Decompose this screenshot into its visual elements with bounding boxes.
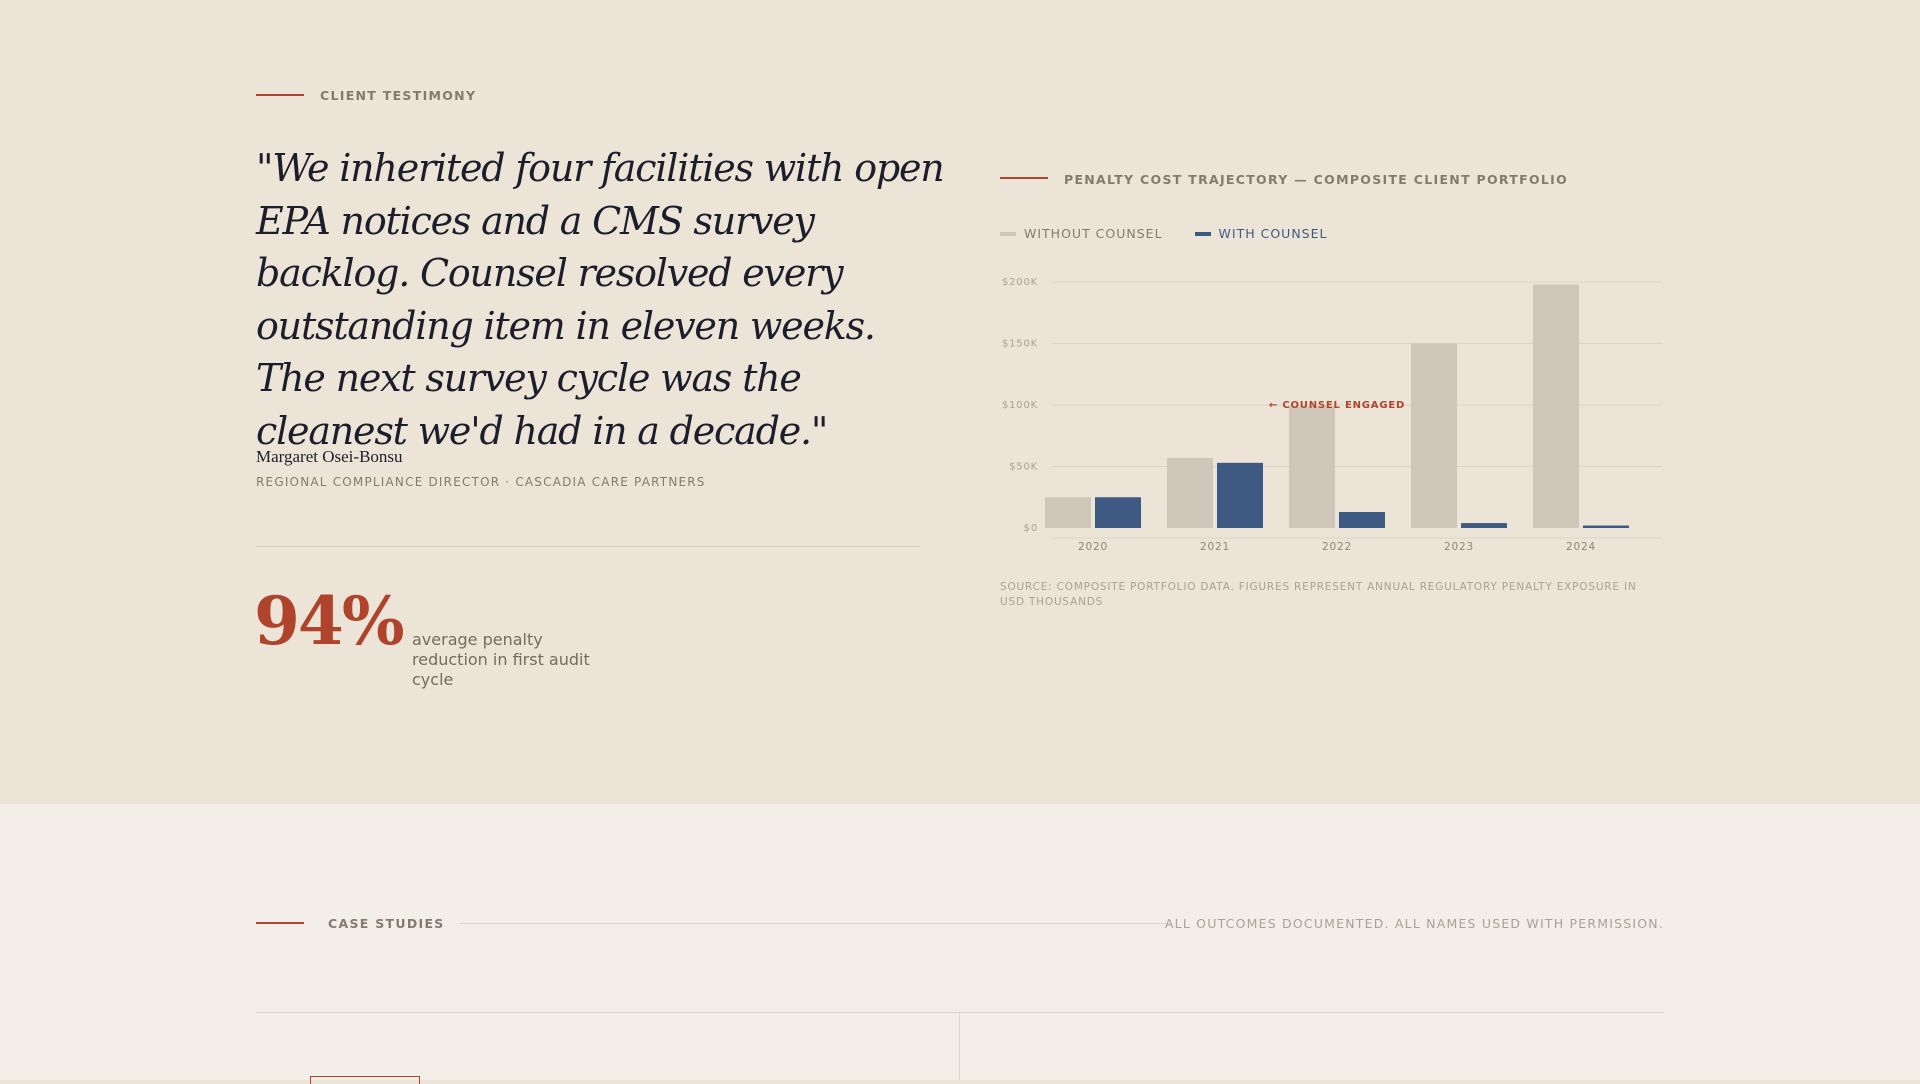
penalty-bar-chart: $0 $50K $100K $150K $200K 2020 2021 2022 2023 202… (1002, 277, 1662, 553)
bar-without-counsel-2021 (1167, 457, 1213, 528)
bar-with-counsel-2022 (1339, 512, 1385, 528)
case-studies-eyebrow: CASE STUDIES (328, 916, 445, 931)
stat-value: 94% (254, 582, 405, 660)
bar-with-counsel-2023 (1461, 523, 1507, 528)
eyebrow-accent-rule (256, 94, 304, 96)
legend-label-with-counsel: WITH COUNSEL (1218, 226, 1328, 241)
case-studies-header-rule (460, 923, 1172, 924)
bar-without-counsel-2023 (1411, 343, 1457, 528)
bar-without-counsel-2022 (1289, 406, 1335, 528)
case-studies-column-divider (959, 1012, 960, 1080)
x-tick-label: 2024 (1566, 541, 1596, 553)
case-studies-divider (256, 1012, 1664, 1013)
chart-source-note: SOURCE: COMPOSITE PORTFOLIO DATA. FIGURE… (1000, 581, 1637, 608)
stat-label: average penalty reduction in first audit… (412, 630, 590, 689)
counsel-engaged-annotation: ← COUNSEL ENGAGED (1269, 400, 1405, 411)
case-study-tag (310, 1076, 420, 1084)
y-tick-label: $50K (1009, 462, 1038, 473)
y-tick-label: $100K (1002, 400, 1038, 411)
legend-item-without-counsel: WITHOUT COUNSEL (1000, 226, 1163, 241)
bar-with-counsel-2021 (1217, 462, 1263, 528)
legend-swatch-with-counsel (1194, 231, 1211, 236)
legend-label-without-counsel: WITHOUT COUNSEL (1024, 226, 1163, 241)
y-tick-label: $0 (1024, 523, 1038, 534)
author-role: REGIONAL COMPLIANCE DIRECTOR · CASCADIA … (256, 475, 706, 489)
case-studies-accent-rule (256, 922, 304, 924)
x-tick-label: 2020 (1078, 541, 1108, 553)
legend-swatch-without-counsel (1000, 231, 1016, 236)
x-tick-label: 2021 (1200, 541, 1230, 553)
x-tick-label: 2022 (1322, 541, 1352, 553)
case-studies-section (0, 804, 1920, 1080)
x-tick-label: 2023 (1444, 541, 1474, 553)
chart-legend: WITHOUT COUNSEL WITH COUNSEL (1000, 226, 1359, 241)
chart-accent-rule (1000, 177, 1048, 179)
bar-with-counsel-2024 (1583, 525, 1629, 528)
bar-without-counsel-2024 (1533, 284, 1579, 528)
testimony-eyebrow: CLIENT TESTIMONY (320, 88, 477, 103)
testimony-divider (256, 546, 920, 547)
chart-title: PENALTY COST TRAJECTORY — COMPOSITE CLIE… (1064, 172, 1569, 187)
testimony-section: CLIENT TESTIMONY "We inherited four faci… (254, 88, 1662, 689)
y-tick-label: $150K (1002, 339, 1038, 350)
author-name: Margaret Osei-Bonsu (256, 447, 403, 466)
bar-without-counsel-2020 (1045, 497, 1091, 528)
y-tick-label: $200K (1002, 277, 1038, 288)
legend-item-with-counsel: WITH COUNSEL (1194, 226, 1328, 241)
bar-with-counsel-2020 (1095, 497, 1141, 528)
case-studies-note: ALL OUTCOMES DOCUMENTED. ALL NAMES USED … (1164, 916, 1664, 931)
testimonial-quote: "We inherited four facilities with open … (256, 146, 945, 453)
